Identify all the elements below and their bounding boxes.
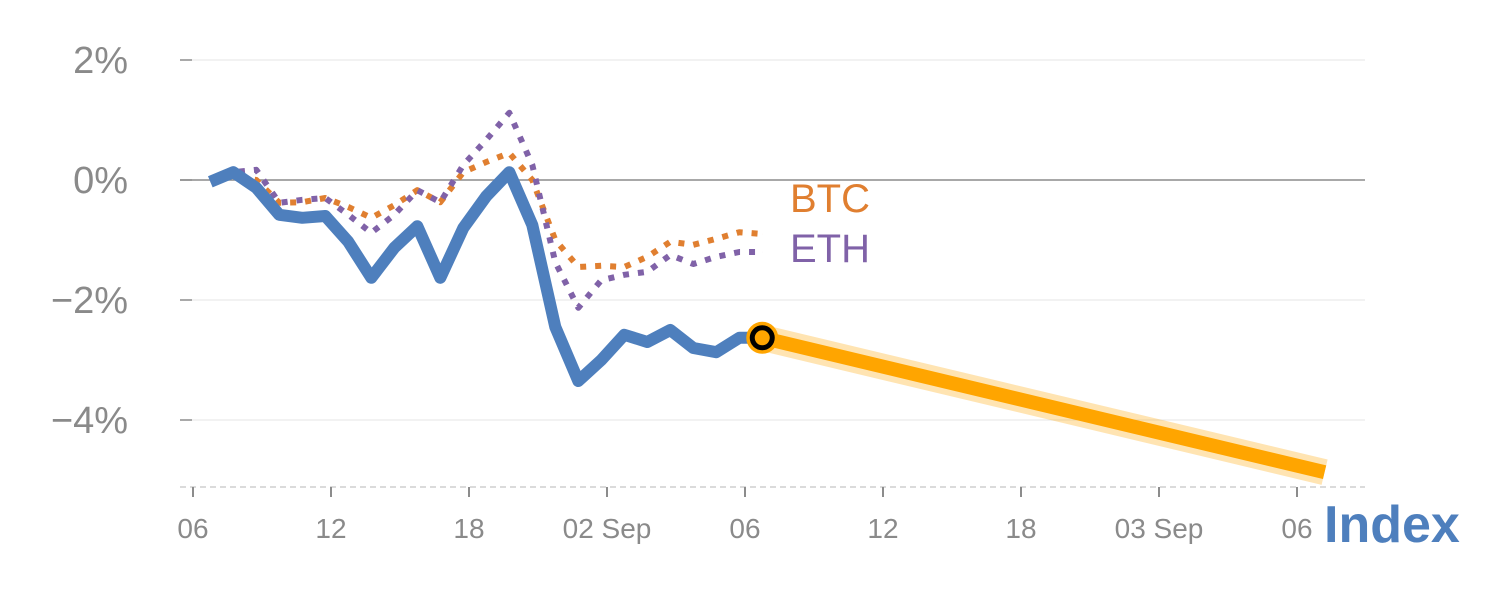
- x-axis: 06 12 18 02 Sep 06 12 18 03 Sep 06: [177, 486, 1365, 544]
- projection-line: [760, 330, 1327, 480]
- series-label-btc: BTC: [790, 177, 870, 221]
- x-tick-label: 18: [1005, 513, 1036, 544]
- y-tick-label: −4%: [51, 400, 128, 442]
- current-point-marker: [749, 325, 775, 351]
- series-line-eth: [209, 109, 763, 311]
- series-line-btc: [209, 150, 763, 270]
- x-tick-label: 18: [453, 513, 484, 544]
- x-tick-label: 12: [315, 513, 346, 544]
- x-tick-label: 06: [729, 513, 760, 544]
- y-tick-label: −2%: [51, 280, 128, 322]
- y-tick-label: 2%: [73, 40, 128, 82]
- series-label-index: Index: [1324, 496, 1460, 554]
- gridlines: [180, 59, 1365, 421]
- y-tick-label: 0%: [73, 160, 128, 202]
- x-tick-label: 12: [867, 513, 898, 544]
- x-tick-label: 06: [1281, 513, 1312, 544]
- y-axis: 2% 0% −2% −4%: [51, 40, 192, 442]
- x-tick-label: 02 Sep: [563, 513, 652, 544]
- series-label-eth: ETH: [790, 227, 870, 271]
- x-tick-label: 06: [177, 513, 208, 544]
- series-lines: [207, 109, 1328, 485]
- x-tick-label: 03 Sep: [1115, 513, 1204, 544]
